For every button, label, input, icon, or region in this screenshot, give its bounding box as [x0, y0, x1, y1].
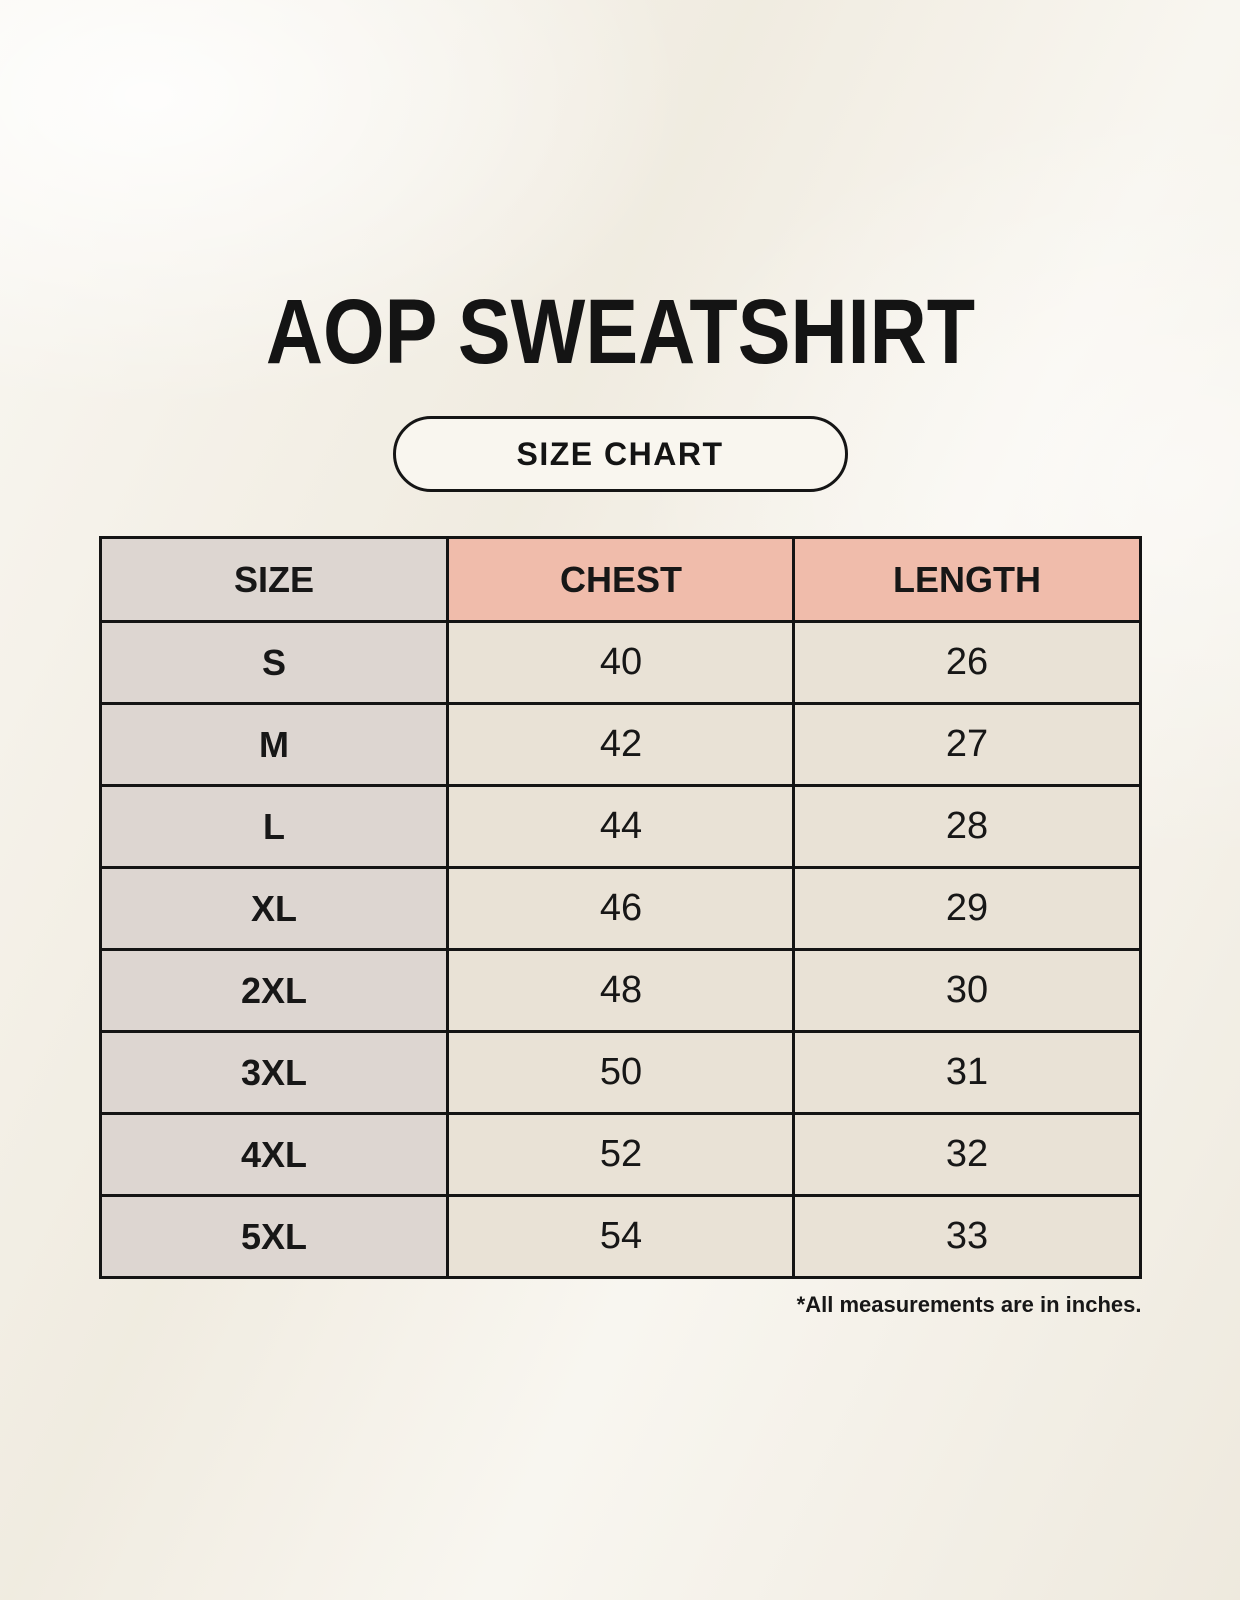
chest-value: 44 [446, 784, 796, 869]
column-header-chest: CHEST [446, 536, 796, 623]
table-header: SIZE CHEST LENGTH [98, 536, 1142, 623]
size-label: 4XL [98, 1112, 450, 1197]
length-value: 27 [792, 702, 1142, 787]
chest-value: 46 [446, 866, 796, 951]
chest-value: 48 [446, 948, 796, 1033]
length-value: 33 [792, 1194, 1142, 1279]
length-value: 29 [792, 866, 1142, 951]
length-value: 26 [792, 620, 1142, 705]
table-row: L 44 28 [98, 784, 1142, 869]
column-header-length: LENGTH [792, 536, 1142, 623]
size-label: 5XL [98, 1194, 450, 1279]
size-chart-page: AOP SWEATSHIRT SIZE CHART SIZE CHEST LEN… [98, 0, 1142, 1318]
table-row: 5XL 54 33 [98, 1194, 1142, 1279]
page-title: AOP SWEATSHIRT [265, 281, 975, 383]
chest-value: 54 [446, 1194, 796, 1279]
size-chart-badge-label: SIZE CHART [516, 435, 724, 472]
chest-value: 50 [446, 1030, 796, 1115]
size-chart-badge: SIZE CHART [392, 416, 848, 492]
length-value: 30 [792, 948, 1142, 1033]
size-label: L [98, 784, 450, 869]
size-label: 3XL [98, 1030, 450, 1115]
table-row: M 42 27 [98, 702, 1142, 787]
chest-value: 40 [446, 620, 796, 705]
table-body: S 40 26 M 42 27 L 44 28 XL 46 29 2XL 48 [98, 620, 1142, 1279]
length-value: 31 [792, 1030, 1142, 1115]
table-row: XL 46 29 [98, 866, 1142, 951]
badge-container: SIZE CHART [99, 416, 1142, 492]
size-label: 2XL [98, 948, 450, 1033]
chest-value: 52 [446, 1112, 796, 1197]
size-label: XL [98, 866, 450, 951]
size-label: S [98, 620, 450, 705]
chest-value: 42 [446, 702, 796, 787]
size-chart-table: SIZE CHEST LENGTH S 40 26 M 42 27 L 44 2… [98, 536, 1142, 1279]
length-value: 32 [792, 1112, 1142, 1197]
column-header-size: SIZE [98, 536, 450, 623]
table-row: 2XL 48 30 [98, 948, 1142, 1033]
length-value: 28 [792, 784, 1142, 869]
measurements-note: *All measurements are in inches. [796, 1292, 1142, 1317]
header-row: SIZE CHEST LENGTH [98, 536, 1142, 623]
table-row: S 40 26 [98, 620, 1142, 705]
table-row: 3XL 50 31 [98, 1030, 1142, 1115]
table-row: 4XL 52 32 [98, 1112, 1142, 1197]
size-label: M [98, 702, 450, 787]
